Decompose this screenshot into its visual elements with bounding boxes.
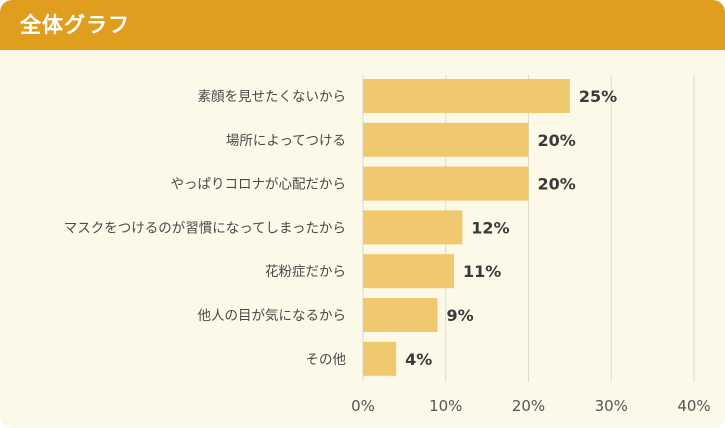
data-label: 11%: [463, 262, 501, 281]
data-label: 4%: [405, 350, 432, 369]
chart-header: 全体グラフ: [0, 0, 725, 50]
category-label: 花粉症だから: [265, 264, 346, 280]
chart-header-title: 全体グラフ: [20, 13, 130, 37]
bar: [363, 122, 529, 157]
bar: [363, 166, 529, 201]
category-label: 素顔を見せたくないから: [198, 89, 347, 105]
data-label: 20%: [538, 131, 576, 150]
data-label: 9%: [446, 306, 473, 325]
x-tick-label: 10%: [429, 397, 462, 415]
data-label: 20%: [538, 175, 576, 194]
x-tick-label: 30%: [595, 397, 628, 415]
x-tick-label: 0%: [351, 397, 375, 415]
category-label: その他: [306, 352, 347, 368]
x-tick-label: 40%: [677, 397, 710, 415]
category-label: やっぱりコロナが心配だから: [171, 177, 347, 193]
x-tick-label: 20%: [512, 397, 545, 415]
category-label: 場所によってつける: [226, 133, 346, 149]
category-label: マスクをつけるのが習慣になってしまったから: [64, 220, 346, 236]
bar: [363, 298, 438, 332]
bar: [363, 341, 397, 376]
data-label: 12%: [471, 218, 509, 237]
data-label: 25%: [579, 87, 617, 106]
bar: [363, 210, 463, 245]
bar: [363, 79, 570, 113]
bar: [363, 254, 455, 289]
category-label: 他人の目が気になるから: [198, 308, 347, 324]
